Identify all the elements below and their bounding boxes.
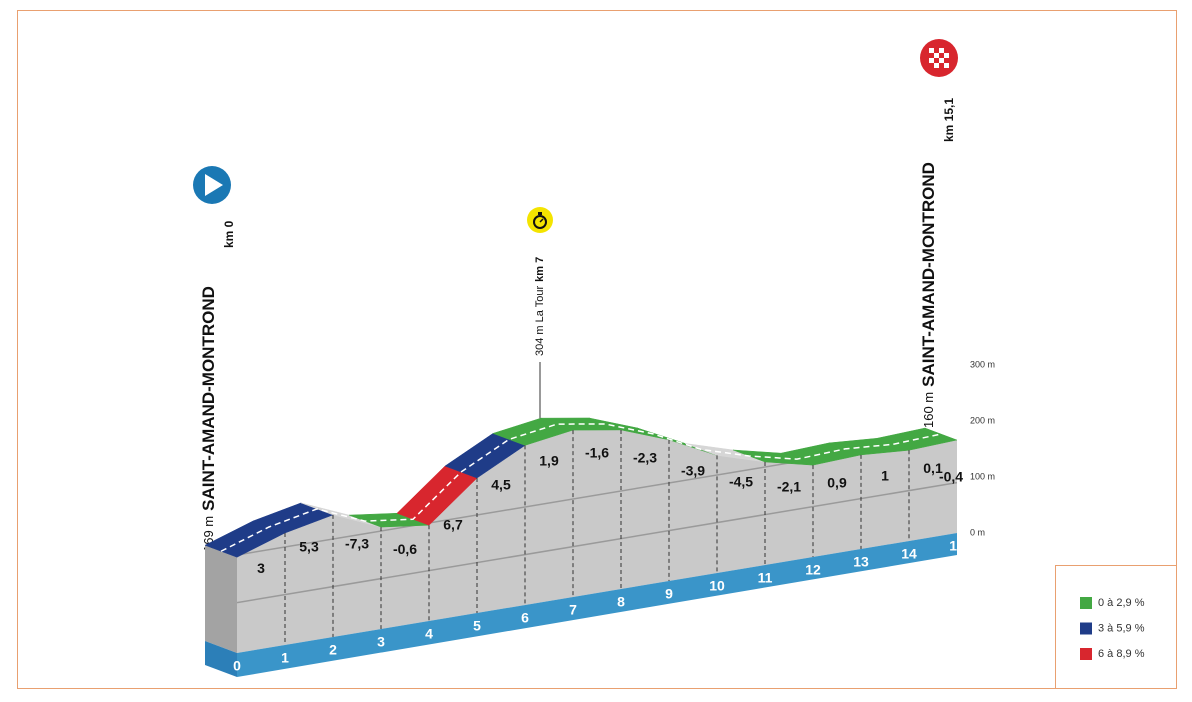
- start-km: km 0: [222, 220, 236, 248]
- gradient-label: -1,6: [585, 445, 609, 461]
- km-label: 3: [377, 634, 385, 650]
- legend-box: [1055, 565, 1177, 689]
- altitude-scale-label: 200 m: [970, 415, 995, 425]
- finish-km: km 15,1: [942, 98, 956, 142]
- start-icon-arrow: [205, 174, 223, 196]
- gradient-label: 1: [881, 467, 889, 483]
- checkpoint-icon: [527, 207, 553, 233]
- gradient-label: -4,5: [729, 473, 753, 489]
- km-label: 5: [473, 618, 481, 634]
- gradient-label: 6,7: [443, 516, 463, 532]
- km-label: 9: [665, 586, 673, 602]
- legend-swatch: [1080, 622, 1092, 635]
- gradient-label: 3: [257, 560, 265, 576]
- gradient-label: -7,3: [345, 536, 369, 552]
- gradient-label: -0,4: [939, 469, 963, 485]
- legend-label: 0 à 2,9 %: [1098, 597, 1145, 609]
- km-label: 8: [617, 594, 625, 610]
- side-wall: [205, 545, 237, 653]
- checkpoint-label: 304 m La Tourkm 7: [534, 257, 546, 356]
- km-strip-side: [205, 641, 237, 677]
- km-label: 6: [521, 610, 529, 626]
- gradient-label: 1,9: [539, 452, 559, 468]
- gradient-label: 5,3: [299, 539, 319, 555]
- gradient-label: -0,6: [393, 541, 417, 557]
- altitude-scale-label: 100 m: [970, 471, 995, 481]
- gradient-label: -2,3: [633, 450, 657, 466]
- km-label: 12: [805, 562, 821, 578]
- km-label: 15: [949, 538, 965, 554]
- gradient-label: -2,1: [777, 478, 801, 494]
- gradient-label: 0,9: [827, 475, 847, 491]
- km-label: 2: [329, 642, 337, 658]
- legend-swatch: [1080, 597, 1092, 609]
- legend-label: 3 à 5,9 %: [1098, 622, 1145, 634]
- gradient-label: 0,1: [923, 460, 943, 476]
- km-label: 11: [758, 570, 773, 586]
- altitude-line: [237, 481, 957, 604]
- km-label: 13: [853, 554, 869, 570]
- km-label: 7: [569, 602, 577, 618]
- finish-icon: [920, 39, 958, 77]
- frame: [17, 10, 1177, 689]
- km-strip: [237, 533, 957, 677]
- km-label: 1: [281, 650, 289, 666]
- gradient-label: 4,5: [491, 476, 511, 492]
- km-label: 0: [233, 658, 241, 674]
- route-dash: [220, 423, 942, 552]
- gradient-label: -3,9: [681, 462, 705, 478]
- legend-label: 6 à 8,9 %: [1098, 648, 1145, 660]
- altitude-scale-label: 300 m: [970, 359, 995, 369]
- altitude-scale-label: 0 m: [970, 527, 985, 537]
- legend-swatch: [1080, 648, 1092, 660]
- km-label: 14: [901, 546, 917, 562]
- km-label: 4: [425, 626, 433, 642]
- km-label: 10: [709, 578, 725, 594]
- finish-label: 160 mSAINT-AMAND-MONTROND: [919, 162, 938, 428]
- start-label: 169 mSAINT-AMAND-MONTROND: [199, 286, 218, 552]
- front-face: [237, 429, 957, 653]
